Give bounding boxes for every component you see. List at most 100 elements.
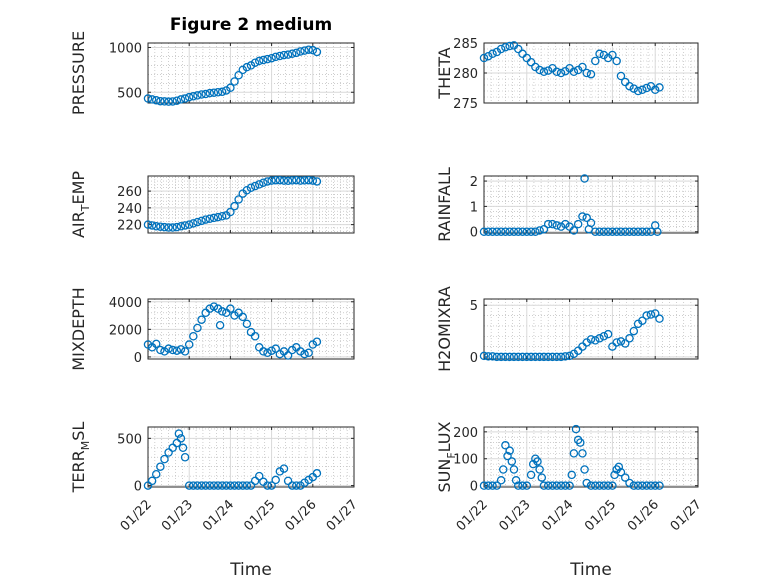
data-point (217, 481, 227, 490)
data-point (234, 70, 243, 80)
data-point (616, 71, 626, 81)
data-point (197, 315, 206, 324)
data-point (526, 57, 536, 67)
subplot-8: 0 100 200 01/22 01/23 01/24 01/25 01/26 01/27 Tim… (435, 421, 705, 580)
data-point (259, 347, 268, 356)
data-point (267, 346, 276, 355)
grid (147, 299, 355, 359)
data-point (308, 176, 318, 185)
y-tick-label: 4000 (109, 296, 142, 311)
data-point (209, 302, 219, 311)
y-axis-label: RAINFALL (435, 167, 454, 242)
data-point (488, 481, 497, 490)
data-point (484, 352, 493, 361)
y-axis-label: SUNFLUX (435, 421, 458, 492)
data-point (620, 227, 630, 236)
data-point (535, 352, 544, 362)
data-point (259, 178, 268, 187)
data-point (561, 481, 570, 490)
data-point (565, 481, 574, 490)
data-point (522, 227, 532, 236)
data-point (642, 311, 651, 320)
data-point (226, 481, 235, 490)
data-point (578, 62, 587, 72)
data-point (565, 351, 574, 361)
data-point (608, 227, 617, 236)
data-point (143, 481, 153, 490)
data-point (287, 176, 297, 185)
data-point (603, 329, 613, 339)
data-point (501, 42, 510, 52)
data-point (250, 331, 260, 341)
data-point (160, 454, 169, 464)
data-point (168, 223, 177, 232)
data-point (513, 227, 523, 236)
data-point (599, 227, 609, 236)
series (479, 424, 664, 490)
y-tick-label: 500 (117, 432, 142, 447)
data-point (156, 222, 165, 231)
data-point (174, 429, 184, 438)
data-point (254, 471, 264, 481)
data-point (283, 476, 293, 486)
data-point (160, 222, 169, 232)
data-point (591, 481, 600, 490)
figure-title: Figure 2 medium (170, 15, 332, 35)
data-point (180, 452, 190, 462)
data-point (620, 473, 630, 482)
data-point (511, 476, 521, 485)
data-point (543, 352, 553, 362)
data-point (263, 54, 272, 64)
data-point (655, 83, 664, 92)
data-point (292, 48, 301, 58)
subplot-4: 0 1 2 RAINFALL (435, 167, 699, 242)
y-tick-label: 285 (453, 37, 478, 52)
data-point (287, 49, 297, 59)
data-point (300, 176, 309, 185)
data-point (535, 226, 544, 235)
data-point (528, 459, 538, 469)
y-axis-label: TERRMSL (69, 422, 92, 494)
data-point (189, 219, 198, 228)
data-point (176, 222, 186, 231)
data-point (603, 227, 613, 236)
data-point (197, 216, 206, 226)
data-point (151, 96, 161, 105)
data-point (308, 45, 318, 55)
axes-box (483, 298, 699, 360)
data-point (189, 481, 198, 490)
data-point (625, 227, 634, 236)
data-point (283, 176, 293, 186)
data-point (571, 424, 581, 434)
y-axis-label: H2OMIXRA (435, 286, 454, 372)
y-tick-label: 0 (470, 351, 478, 366)
data-point (176, 434, 186, 443)
data-point (164, 97, 173, 106)
data-point (518, 352, 527, 362)
data-point (230, 481, 239, 490)
data-point (193, 481, 202, 490)
series (143, 302, 322, 360)
data-point (496, 44, 506, 54)
data-point (526, 227, 536, 236)
axes-box (147, 42, 355, 104)
data-point (168, 345, 177, 355)
data-point (496, 227, 506, 236)
data-point (567, 470, 576, 480)
x-tick-label: 01/27 (668, 497, 705, 534)
data-point (488, 49, 497, 59)
data-point (591, 336, 600, 345)
data-point (234, 481, 243, 490)
x-tick-label: 01/27 (324, 497, 361, 534)
data-point (582, 68, 591, 78)
data-point (612, 465, 621, 474)
data-point (586, 218, 596, 228)
data-point (279, 176, 289, 185)
series (479, 174, 662, 236)
data-point (205, 88, 215, 98)
data-point (156, 96, 165, 106)
data-point (518, 227, 527, 236)
data-point (300, 349, 309, 359)
x-tick-label: 01/22 (454, 497, 491, 534)
data-point (292, 175, 301, 185)
